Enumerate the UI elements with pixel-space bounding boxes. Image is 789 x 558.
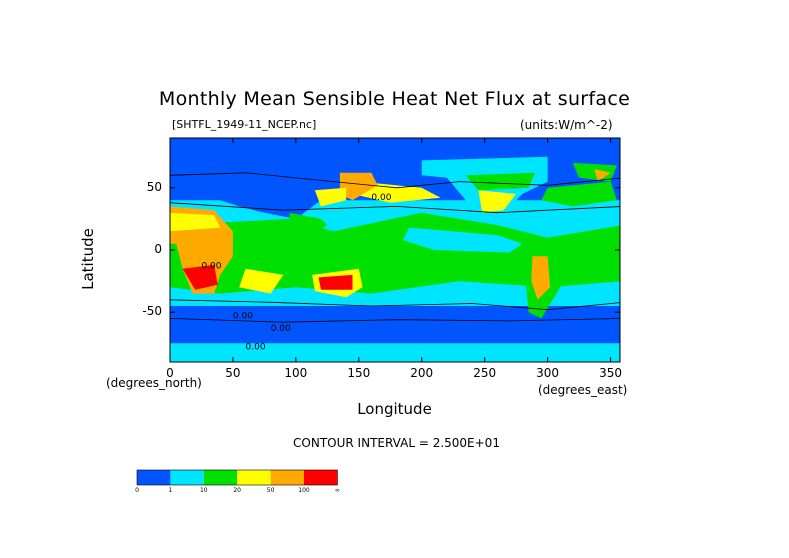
x-tick-label: 50 [225,366,241,380]
colorbar-level-label: 10 [199,487,208,494]
dataset-filename: [SHTFL_1949-11_NCEP.nc] [172,118,317,131]
x-axis-label: Longitude [357,400,432,418]
colorbar-level-label: 1 [168,487,173,494]
colorbar-swatch [203,470,238,485]
contour-line [170,299,620,311]
eurasia-base [170,152,397,219]
y-axis-unit: (degrees_north) [106,376,202,390]
antarctica-strip [170,343,620,362]
colorbar [136,469,338,486]
usa-yellow [478,190,517,213]
chart-title: Monthly Mean Sensible Heat Net Flux at s… [158,88,631,110]
x-tick-label: 150 [347,366,371,380]
heatmap-field: 0.00 0.00 0.00 0.00 0.00 [170,138,620,362]
y-tick-label: 0 [154,242,162,256]
colorbar-swatch [137,470,171,485]
x-tick-label: 300 [536,366,560,380]
colorbar-swatch [237,470,271,485]
nordic-seas-green [572,162,617,182]
band-green [170,212,620,294]
colorbar-level-label: 50 [266,487,275,494]
natlantic-green [541,181,617,207]
colorbar-swatch [170,470,204,485]
contour-label: 0.00 [371,193,391,203]
y-tick-label: 50 [146,179,162,194]
colorbar-frame [136,469,338,486]
nordic-orange [594,169,611,182]
contour-interval-note: CONTOUR INTERVAL = 2.500E+01 [293,436,500,450]
pacific-cool-tongue [402,227,523,253]
colorbar-level-label: 100 [298,487,310,494]
sahara-yellow [170,212,221,232]
y-tick-label: -50 [142,304,162,319]
contour-line [170,202,620,214]
colorbar-level-label: ∞ [334,487,340,494]
contour-label: 0.00 [201,262,221,272]
south-africa-red [182,264,218,290]
colorbar-level-label: 0 [135,487,139,494]
canada-green [465,172,535,191]
andes-orange [531,256,551,300]
east-siberia-orange [339,172,378,201]
units-label: (units:W/m^-2) [520,118,613,132]
x-tick-label: 100 [284,366,308,380]
east-asia-yellow [314,187,347,207]
axis-ticks [169,138,620,362]
x-tick-label: 250 [473,366,497,380]
x-tick-label: 200 [410,366,434,380]
x-tick-label: 0 [166,366,174,380]
contour-label: 0.00 [233,311,253,321]
contour-line [170,318,620,323]
colorbar-swatch [304,470,338,485]
x-axis-unit: (degrees_east) [538,383,628,397]
se-asia-green [289,212,328,240]
y-axis-label: Latitude [79,228,97,290]
indian-yellow [239,268,284,294]
colorbar-swatch [270,470,304,485]
contour-label: 0.00 [246,343,266,353]
contour-line [170,172,620,189]
x-tick-label: 350 [599,366,622,380]
australia-red [318,274,353,290]
contour-label: 0.00 [271,324,291,334]
colorbar-level-label: 20 [233,487,241,494]
